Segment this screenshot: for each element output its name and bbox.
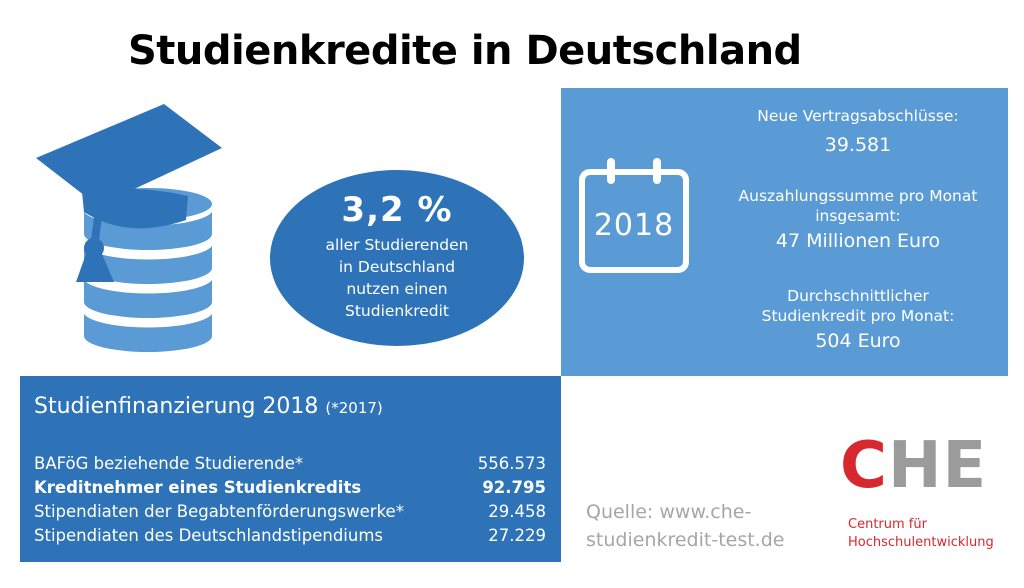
usage-percent: 3,2 % [341,190,453,230]
info-panel: 2018 Neue Vertragsabschlüsse: 39.581 Aus… [561,88,1008,376]
che-logo-letters: CHE [840,426,987,506]
average-loan-value: 504 Euro [815,330,901,352]
contracts-label: Neue Vertragsabschlüsse: [757,107,959,125]
monthly-payout-block: Auszahlungssumme pro Monat insgesamt: 47… [713,186,1003,254]
calendar-year: 2018 [593,208,675,243]
row-label: Stipendiaten der Begabtenförderungswerke… [34,502,404,521]
usage-stat-ellipse: 3,2 % aller Studierenden in Deutschland … [270,170,524,346]
usage-text-line: nutzen einen [346,280,448,298]
row-value: 92.795 [482,478,546,497]
row-value: 556.573 [477,454,546,473]
average-loan-label: Studienkredit pro Monat: [761,307,955,325]
graduation-cap-coins-icon [36,100,246,358]
usage-text-line: aller Studierenden [325,236,469,254]
row-label: BAFöG beziehende Studierende* [34,454,304,473]
financing-title-text: Studienfinanzierung 2018 [34,394,319,419]
che-logo-line: Centrum für [848,517,927,532]
row-label: Kreditnehmer eines Studienkredits [34,478,362,497]
average-loan-label: Durchschnittlicher [787,287,929,305]
financing-panel: Studienfinanzierung 2018 (*2017) BAFöG b… [20,376,561,562]
row-value: 27.229 [488,526,546,545]
che-logo-line: Hochschulentwicklung [848,535,994,550]
contracts-value: 39.581 [824,134,892,156]
calendar-icon: 2018 [577,156,691,276]
table-row: Stipendiaten der Begabtenförderungswerke… [34,500,546,524]
usage-text-line: in Deutschland [338,258,456,276]
table-row: Kreditnehmer eines Studienkredits 92.795 [34,476,546,500]
source-line: studienkredit-test.de [586,529,785,551]
table-row: Stipendiaten des Deutschlandstipendiums … [34,524,546,548]
source-note: Quelle: www.che- studienkredit-test.de [586,498,826,554]
source-line: Quelle: www.che- [586,501,752,523]
table-row: BAFöG beziehende Studierende* 556.573 [34,452,546,476]
row-value: 29.458 [488,502,546,521]
contracts-block: Neue Vertragsabschlüsse: 39.581 [713,106,1003,158]
che-logo: CHE Centrum für Hochschulentwicklung [838,429,1008,564]
usage-text-line: Studienkredit [344,302,449,320]
page-title: Studienkredite in Deutschland [128,28,802,74]
average-loan-block: Durchschnittlicher Studienkredit pro Mon… [713,286,1003,354]
monthly-payout-label: Auszahlungssumme pro Monat [738,187,978,205]
row-label: Stipendiaten des Deutschlandstipendiums [34,526,384,545]
monthly-payout-value: 47 Millionen Euro [775,230,941,252]
financing-title: Studienfinanzierung 2018 (*2017) [34,394,383,419]
che-logo-subtitle: Centrum für Hochschulentwicklung [848,516,994,552]
che-logo-c: C [840,429,888,503]
financing-table: BAFöG beziehende Studierende* 556.573 Kr… [34,452,546,548]
monthly-payout-label: insgesamt: [815,207,901,225]
financing-title-note: (*2017) [325,399,383,417]
che-logo-he: HE [887,429,988,503]
